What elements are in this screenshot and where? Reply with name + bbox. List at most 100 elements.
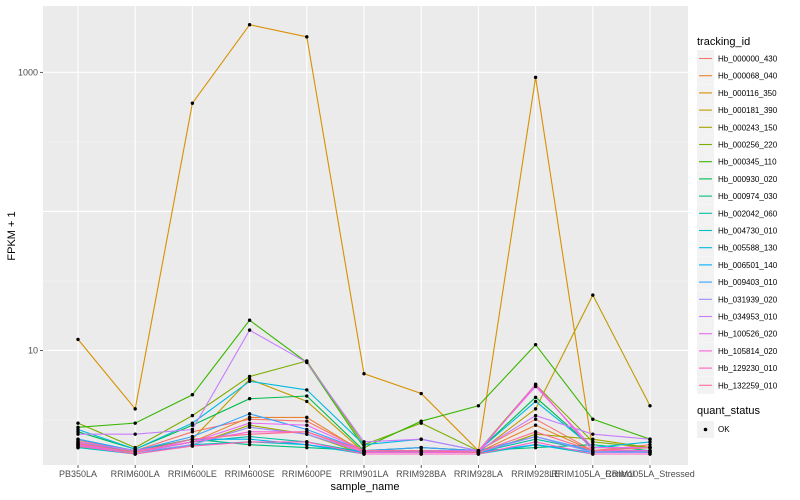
legend-label: Hb_002042_060: [718, 209, 778, 218]
data-point: [591, 452, 595, 456]
data-point: [648, 445, 652, 450]
data-point: [247, 396, 252, 401]
data-point: [533, 342, 538, 347]
data-point: [533, 407, 538, 411]
legend-title: tracking_id: [697, 36, 750, 48]
x-tick-label: RRIM105LA_Stressed: [605, 469, 695, 479]
data-point: [591, 437, 595, 441]
data-point: [190, 393, 195, 397]
data-point: [476, 450, 481, 455]
data-point: [76, 437, 80, 441]
data-point: [190, 434, 195, 439]
data-point: [190, 427, 195, 432]
data-point: [419, 449, 423, 453]
legend-label: Hb_009403_010: [718, 278, 778, 287]
legend-label: Hb_031939_020: [718, 295, 778, 304]
data-point: [591, 417, 595, 421]
data-point: [305, 423, 309, 427]
legend-label: Hb_129230_010: [718, 364, 778, 373]
data-point: [76, 432, 80, 436]
legend-label: Hb_000974_030: [718, 192, 778, 201]
data-point: [648, 440, 652, 444]
x-tick-label: RRIM928BA: [396, 469, 446, 479]
data-point: [533, 395, 538, 400]
data-point: [419, 452, 423, 456]
data-point: [305, 388, 309, 392]
data-point: [591, 293, 595, 297]
data-point: [533, 75, 538, 80]
legend: tracking_id Hb_000000_430 Hb_000068_040 Hb…: [697, 36, 778, 438]
data-point: [190, 437, 195, 441]
data-point: [305, 399, 309, 404]
data-point: [533, 432, 538, 436]
data-point: [533, 437, 538, 441]
data-point: [76, 337, 80, 342]
legend2-title: quant_status: [697, 405, 760, 417]
legend-label: Hb_034953_010: [718, 313, 778, 322]
legend2-label: OK: [718, 425, 730, 434]
x-tick-label: RRIM928LE: [511, 469, 560, 479]
series-lines: [77, 24, 651, 455]
data-point: [305, 415, 309, 420]
legend-label: Hb_000345_110: [718, 158, 777, 167]
x-tick-label: RRIM600PE: [282, 469, 332, 479]
data-point: [362, 442, 366, 447]
x-axis-title: sample_name: [330, 481, 399, 493]
x-tick-label: RRIM928LA: [454, 469, 503, 479]
legend-label: Hb_000000_430: [718, 55, 778, 64]
x-tick-label: RRIM600SE: [225, 469, 275, 479]
data-point: [648, 452, 652, 456]
data-point: [591, 432, 595, 436]
legend-label: Hb_005588_130: [718, 244, 778, 253]
legend-label: Hb_000256_220: [718, 141, 778, 150]
data-point: [533, 382, 538, 387]
legend-label: Hb_100526_020: [718, 330, 778, 339]
y-axis: 10 1000: [18, 67, 43, 355]
grid: [43, 6, 688, 465]
data-point: [76, 427, 80, 432]
data-point: [305, 360, 309, 365]
legend-label: Hb_105814_020: [718, 347, 778, 356]
data-point: [419, 391, 423, 396]
data-point: [305, 35, 309, 39]
x-tick-label: RRIM901LA: [339, 469, 388, 479]
data-point: [533, 442, 538, 447]
data-point: [419, 419, 423, 423]
x-axis: PB350LA RRIM600LA RRIM600LE RRIM600SE RRIM60…: [59, 465, 695, 479]
data-point: [190, 444, 195, 448]
data-point: [190, 101, 195, 105]
legend2-point: [703, 427, 708, 432]
data-point: [648, 437, 652, 441]
data-point: [533, 413, 538, 418]
data-point: [533, 423, 538, 427]
data-point: [305, 432, 309, 436]
data-point: [133, 450, 137, 455]
data-point: [247, 421, 252, 425]
data-point: [247, 434, 252, 439]
data-point: [247, 440, 252, 444]
data-point: [247, 412, 252, 416]
data-point: [247, 318, 252, 322]
data-point: [305, 430, 309, 434]
plot-panel: [43, 6, 688, 465]
data-point: [247, 23, 252, 27]
y-axis-title: FPKM + 1: [6, 211, 18, 260]
data-point: [305, 419, 309, 423]
data-point: [591, 440, 595, 444]
data-point: [190, 413, 195, 418]
data-point: [133, 407, 137, 411]
data-point: [591, 442, 595, 447]
data-point: [247, 437, 252, 441]
data-point: [533, 430, 538, 434]
data-point: [247, 430, 252, 434]
data-point: [648, 449, 652, 453]
data-point: [648, 404, 652, 408]
data-point: [362, 372, 366, 376]
x-tick-label: PB350LA: [59, 469, 97, 479]
data-point: [362, 445, 366, 450]
data-point: [190, 440, 195, 444]
data-point: [76, 421, 80, 425]
data-points: [76, 23, 652, 456]
data-point: [247, 328, 252, 332]
